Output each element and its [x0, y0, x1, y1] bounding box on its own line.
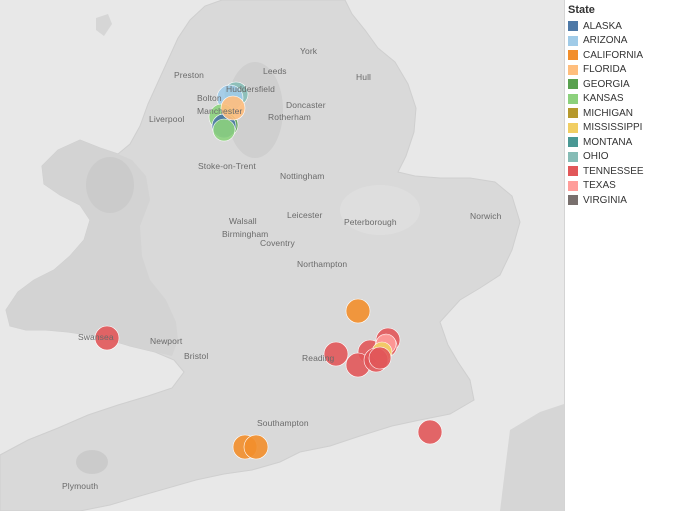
legend-swatch [568, 108, 578, 119]
city-label: Norwich [470, 211, 502, 221]
legend-label: TEXAS [583, 180, 616, 192]
legend-swatch [568, 93, 578, 104]
legend-label: TENNESSEE [583, 165, 644, 177]
legend-item[interactable]: ARIZONA [568, 34, 678, 49]
map-panel[interactable]: York Preston Leeds Hull Bolton Huddersfield Do… [0, 0, 565, 511]
map-marker-california[interactable] [243, 434, 269, 460]
map-canvas[interactable] [0, 0, 564, 511]
city-label: Huddersfield [226, 84, 275, 94]
map-marker-tennessee[interactable] [417, 419, 443, 445]
map-marker-california[interactable] [345, 298, 371, 324]
map-marker-florida[interactable] [220, 95, 246, 121]
wales-region [6, 140, 178, 356]
snowdonia-highland [86, 157, 134, 213]
city-label: Leicester [287, 210, 323, 220]
map-marker-tennessee[interactable] [94, 325, 120, 351]
legend-item[interactable]: MONTANA [568, 135, 678, 150]
legend-title: State [568, 4, 595, 16]
city-label: Reading [302, 353, 335, 363]
dartmoor-highland [76, 450, 108, 474]
city-label: Birmingham [222, 229, 269, 239]
city-label: Coventry [260, 238, 295, 248]
city-label: Nottingham [280, 171, 325, 181]
map-marker-kansas[interactable] [212, 118, 236, 142]
fens-lowland [340, 185, 420, 235]
city-label: Plymouth [62, 481, 99, 491]
city-label: Preston [174, 70, 204, 80]
city-label: Northampton [297, 259, 348, 269]
legend-label: ALASKA [583, 20, 622, 32]
legend-swatch [568, 79, 578, 90]
legend-swatch [568, 151, 578, 162]
legend-swatch [568, 50, 578, 61]
legend-swatch [568, 137, 578, 148]
city-label: Walsall [229, 216, 257, 226]
city-label: Southampton [257, 418, 309, 428]
legend-item[interactable]: GEORGIA [568, 77, 678, 92]
city-label: Bolton [197, 93, 222, 103]
city-label: Swansea [78, 332, 114, 342]
france-landmass [500, 404, 564, 511]
legend-swatch [568, 166, 578, 177]
legend-item[interactable]: MICHIGAN [568, 106, 678, 121]
legend-item[interactable]: VIRGINIA [568, 193, 678, 208]
legend-item[interactable]: CALIFORNIA [568, 48, 678, 63]
legend-label: MISSISSIPPI [583, 122, 643, 134]
legend-swatch [568, 21, 578, 32]
city-label: Leeds [263, 66, 287, 76]
city-label: Manchester [197, 106, 243, 116]
legend-item[interactable]: OHIO [568, 150, 678, 165]
legend-label: GEORGIA [583, 78, 630, 90]
legend-label: VIRGINIA [583, 194, 627, 206]
legend-label: KANSAS [583, 93, 624, 105]
legend-item[interactable]: KANSAS [568, 92, 678, 107]
city-label: Hull [356, 72, 372, 82]
legend-items: ALASKA ARIZONA CALIFORNIA FLORIDA GEORGIA KAN… [568, 19, 678, 208]
city-label: Bristol [184, 351, 209, 361]
isle-of-man-landmass [96, 14, 112, 36]
city-label: Rotherham [268, 112, 311, 122]
legend-swatch [568, 180, 578, 191]
legend-item[interactable]: ALASKA [568, 19, 678, 34]
legend-swatch [568, 122, 578, 133]
legend-swatch [568, 64, 578, 75]
legend-label: ARIZONA [583, 35, 628, 47]
legend-item[interactable]: TEXAS [568, 179, 678, 194]
city-label: York [300, 46, 318, 56]
legend-swatch [568, 195, 578, 206]
city-label: Stoke-on-Trent [198, 161, 256, 171]
legend-swatch [568, 35, 578, 46]
city-label: Newport [150, 336, 183, 346]
map-marker-tennessee[interactable] [368, 346, 392, 370]
legend-item[interactable]: FLORIDA [568, 63, 678, 78]
legend-item[interactable]: MISSISSIPPI [568, 121, 678, 136]
state-legend: State ALASKA ARIZONA CALIFORNIA FLORIDA GEOR… [568, 4, 678, 208]
marker-layer[interactable] [94, 81, 443, 460]
map-marker-tennessee[interactable] [323, 341, 349, 367]
legend-label: MICHIGAN [583, 107, 633, 119]
city-label: Doncaster [286, 100, 326, 110]
legend-label: OHIO [583, 151, 609, 163]
legend-item[interactable]: TENNESSEE [568, 164, 678, 179]
legend-label: MONTANA [583, 136, 633, 148]
city-label: Liverpool [149, 114, 185, 124]
city-label: Peterborough [344, 217, 397, 227]
legend-label: CALIFORNIA [583, 49, 644, 61]
legend-label: FLORIDA [583, 64, 627, 76]
